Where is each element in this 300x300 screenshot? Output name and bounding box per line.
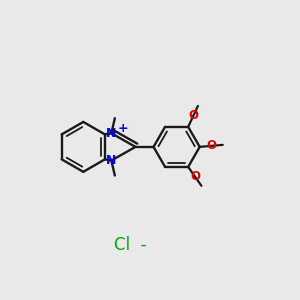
Text: O: O bbox=[188, 110, 198, 122]
Text: N: N bbox=[106, 127, 117, 140]
Text: +: + bbox=[118, 122, 129, 135]
Text: O: O bbox=[190, 170, 200, 183]
Text: N: N bbox=[106, 154, 117, 167]
Text: Cl  -: Cl - bbox=[114, 236, 147, 254]
Text: O: O bbox=[207, 139, 217, 152]
